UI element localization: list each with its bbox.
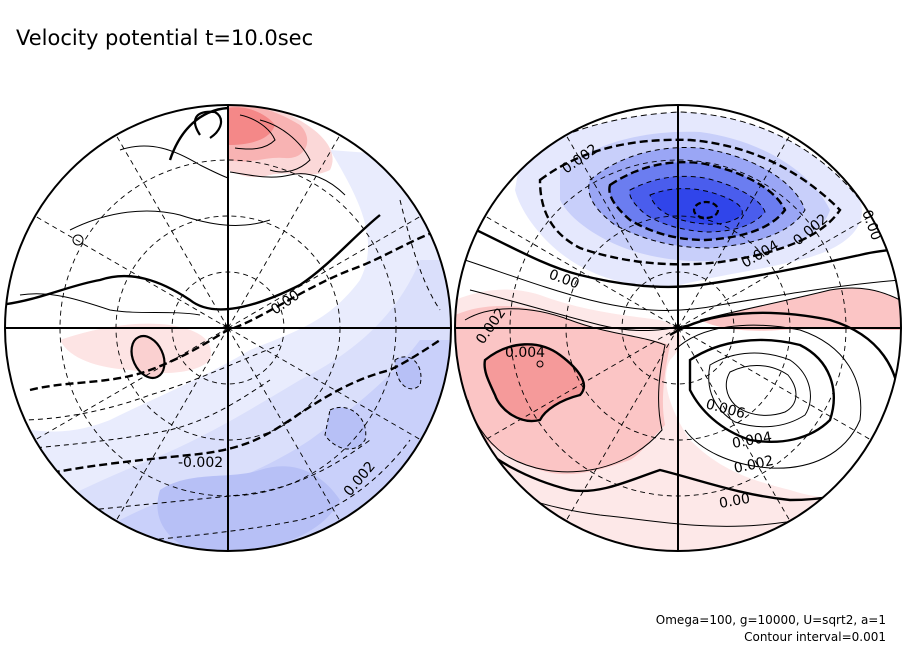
contour-interval-text: Contour interval=0.001 — [744, 630, 886, 644]
right-pole-marker: * — [672, 321, 679, 337]
right-hemisphere: * 0.002 0.004 0.002 0.00 0.00 0.002 0.00… — [454, 104, 902, 552]
left-contour-label-1: -0.002 — [178, 455, 223, 471]
figure-annotation: Omega=100, g=10000, U=sqrt2, a=1 Contour… — [656, 612, 886, 646]
left-boundary-circle — [4, 104, 452, 552]
right-contour-label-8: 0.004 — [731, 429, 773, 452]
right-boundary-circle — [454, 104, 902, 552]
parameters-text: Omega=100, g=10000, U=sqrt2, a=1 — [655, 613, 886, 627]
left-hemisphere: * 0.00 -0.002 0.002 — [4, 104, 452, 552]
left-pole-marker: * — [222, 321, 229, 337]
chart-title: Velocity potential t=10.0sec — [16, 26, 314, 50]
right-contour-label-1: 0.004 — [505, 345, 545, 361]
right-contour-label-10: 0.00 — [718, 491, 751, 512]
